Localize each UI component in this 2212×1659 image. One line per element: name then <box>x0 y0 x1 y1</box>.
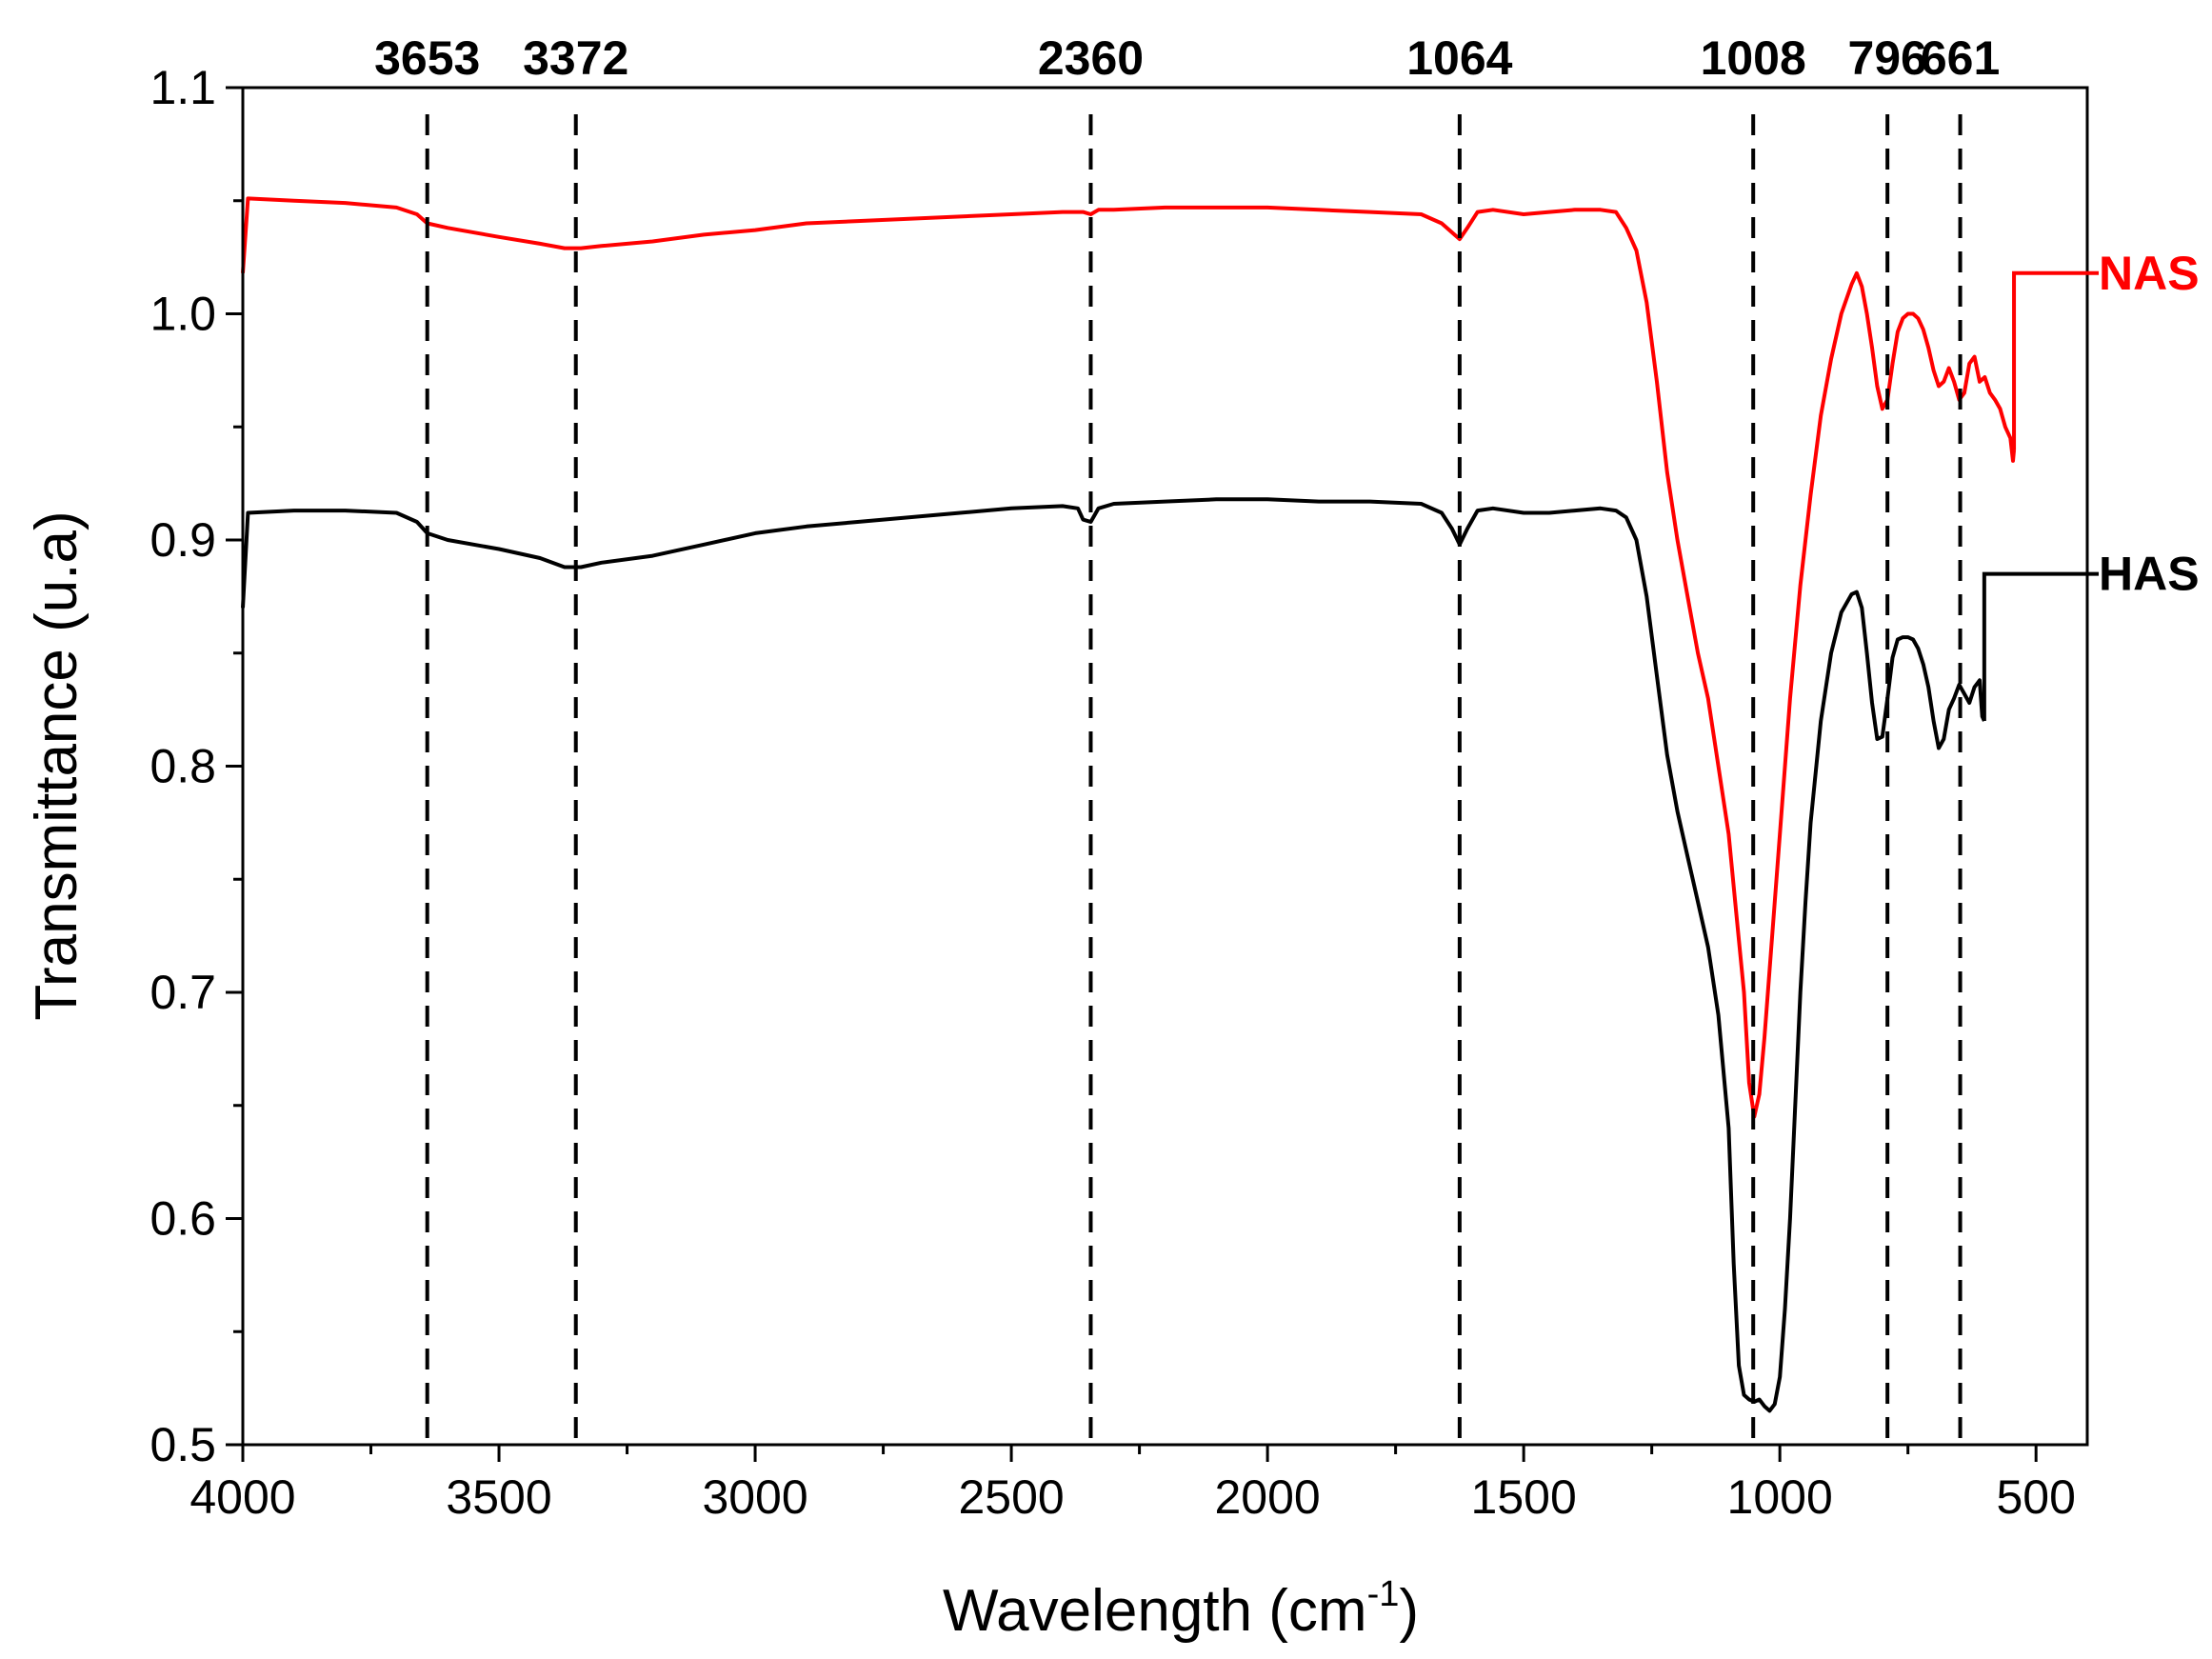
peak-label-1064: 1064 <box>1406 31 1512 85</box>
x-tick-label: 500 <box>1996 1470 2075 1524</box>
y-axis-title: Transmittance (u.a) <box>24 510 90 1020</box>
x-tick-label: 2500 <box>958 1470 1064 1524</box>
peak-label-3372: 3372 <box>523 31 628 85</box>
y-tick-label: 0.9 <box>149 513 216 567</box>
x-tick-label: 3000 <box>702 1470 807 1524</box>
series-line-has <box>241 497 1986 1413</box>
axes: 4000 3500 3000 2500 2000 1500 1000 500 0.5 0.6 0.7… <box>149 61 2075 1524</box>
x-tick-label: 2000 <box>1214 1470 1320 1524</box>
x-tick-label: 4000 <box>189 1470 295 1524</box>
x-axis-title-end: ) <box>1399 1578 1419 1644</box>
peak-label-796: 796 <box>1847 31 1926 85</box>
plot-frame <box>241 86 2089 1447</box>
y-tick-label: 1.1 <box>149 61 216 114</box>
x-tick-label: 1000 <box>1727 1470 1833 1524</box>
y-tick-label: 1.0 <box>149 288 216 341</box>
x-axis-title: Wavelength (cm-1) <box>943 1574 1419 1644</box>
peak-label-3653: 3653 <box>374 31 480 85</box>
x-tick-label: 3500 <box>446 1470 551 1524</box>
peak-label-661: 661 <box>1921 31 2000 85</box>
y-tick-label: 0.8 <box>149 740 216 793</box>
x-tick-label: 1500 <box>1471 1470 1577 1524</box>
x-axis-title-main: Wavelength (cm <box>943 1578 1367 1644</box>
series-layer <box>241 196 2017 1413</box>
y-tick-label: 0.6 <box>149 1192 216 1246</box>
peak-label-1008: 1008 <box>1701 31 1806 85</box>
legend-connector-nas <box>2012 270 2099 450</box>
legend-label-nas: NAS <box>2099 247 2200 300</box>
legend: NAS HAS <box>1982 247 2200 721</box>
y-tick-label: 0.5 <box>149 1418 216 1471</box>
peak-label-2360: 2360 <box>1038 31 1144 85</box>
legend-label-has: HAS <box>2099 548 2200 601</box>
series-line-nas <box>241 196 2017 1119</box>
legend-connector-has <box>1982 571 2099 721</box>
x-axis-title-superscript: -1 <box>1367 1574 1400 1614</box>
y-tick-label: 0.7 <box>149 966 216 1019</box>
